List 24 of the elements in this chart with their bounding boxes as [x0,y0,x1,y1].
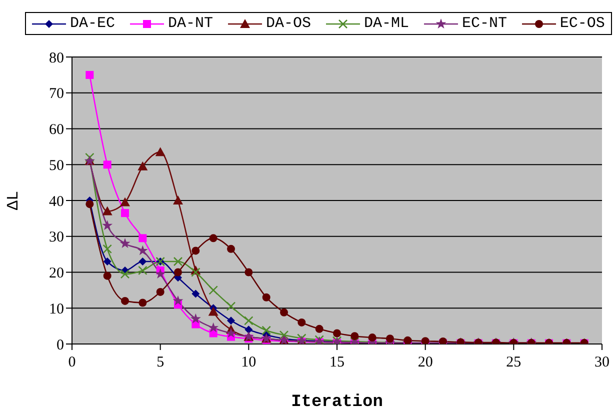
x-tick-label: 25 [506,354,522,371]
legend-label: DA-NT [166,15,213,32]
y-tick-label: 10 [49,301,64,318]
y-tick-label: 0 [56,337,64,354]
legend-label: DA-OS [264,15,311,32]
x-tick-label: 30 [594,354,610,371]
x-tick-label: 20 [418,354,433,371]
legend-label: DA-EC [69,15,116,32]
x-tick-label: 10 [241,354,256,371]
y-axis-title: ΔL [4,190,23,210]
legend-label: EC-OS [558,15,605,32]
y-tick-label: 70 [49,86,64,102]
x-tick-label: 15 [330,354,344,371]
x-tick-label: 0 [68,354,76,371]
y-tick-label: 80 [49,50,64,66]
x-tick-label: 5 [156,354,164,371]
y-tick-label: 20 [49,266,64,282]
y-tick-label: 30 [49,230,64,246]
x-axis-title: Iteration [291,393,383,410]
legend-label: DA-ML [362,15,409,32]
y-tick-label: 50 [49,158,64,174]
y-tick-label: 40 [49,194,64,210]
y-tick-label: 60 [49,122,64,138]
legend-label: EC-NT [460,15,507,32]
